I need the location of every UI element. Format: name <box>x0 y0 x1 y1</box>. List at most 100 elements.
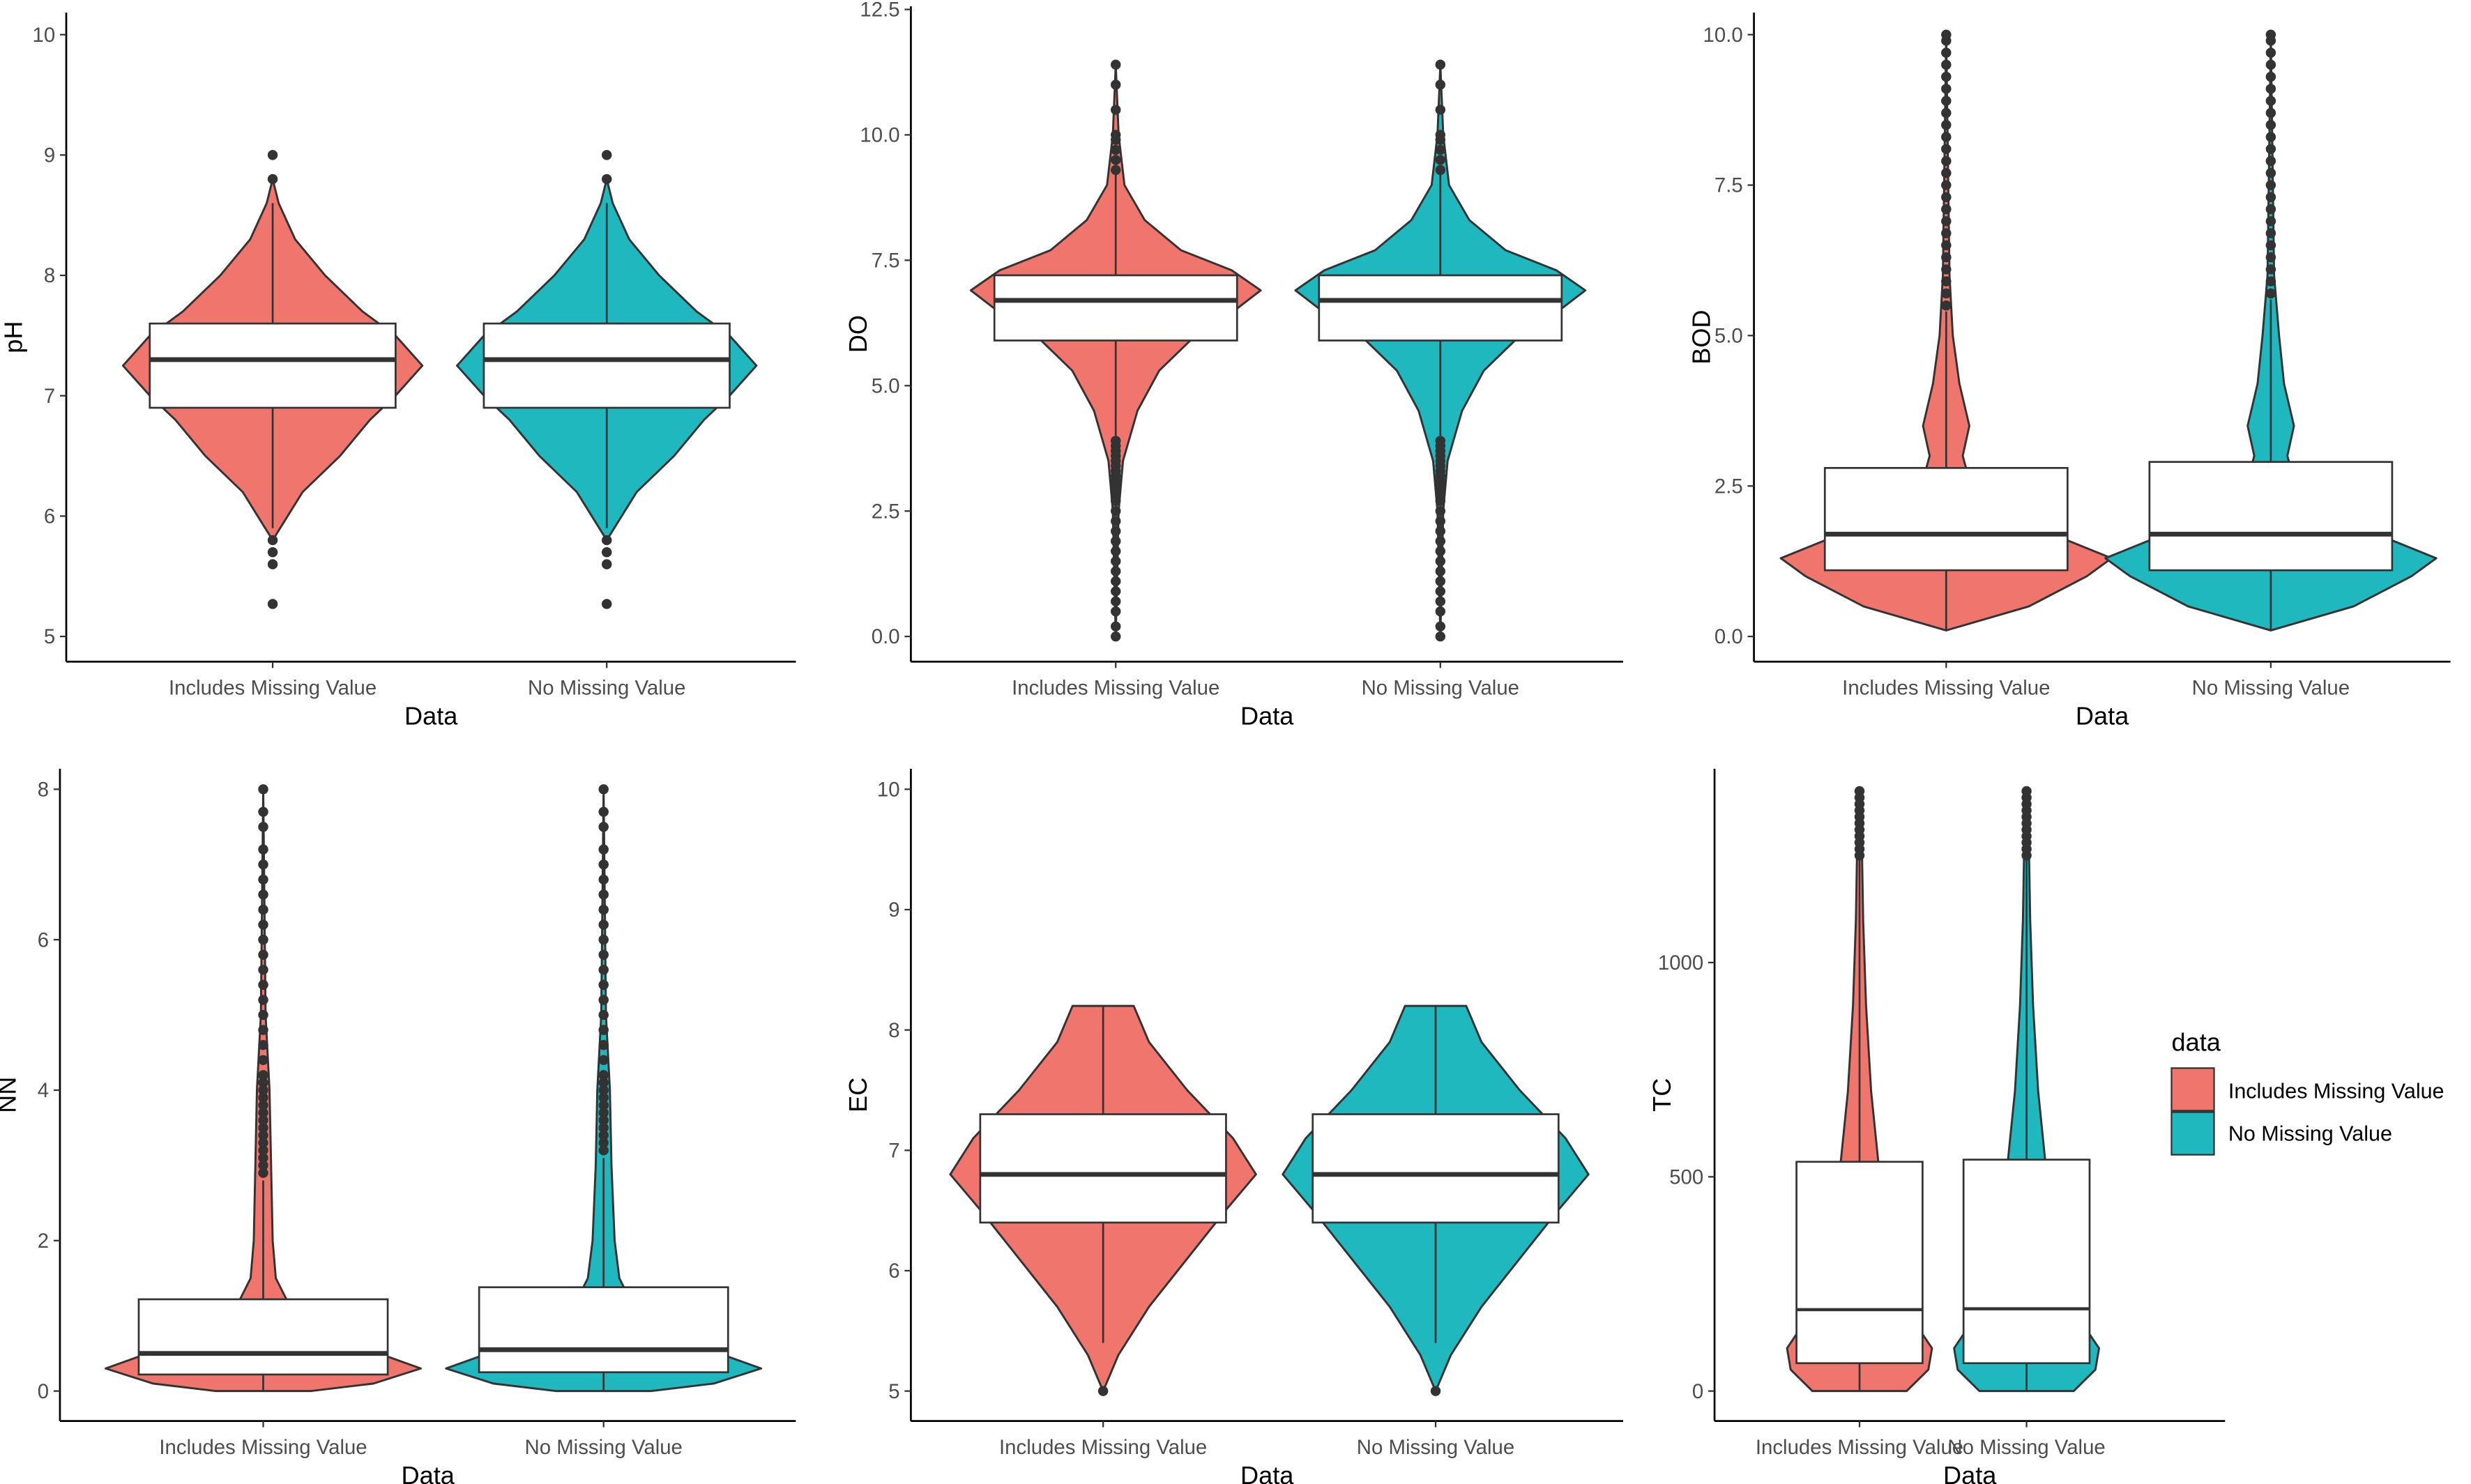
y-tick-label: 7 <box>888 1139 899 1162</box>
outlier-point <box>2265 71 2276 82</box>
x-tick-label: Includes Missing Value <box>1756 1436 1963 1459</box>
panel-bod: 0.0 2.5 5.0 7.5 10.0 BOD Data Includes Missing … <box>1687 13 2451 730</box>
outlier-point <box>1435 596 1446 606</box>
outlier-point <box>2265 252 2276 263</box>
outlier-point <box>258 1160 268 1171</box>
outlier-point <box>258 844 268 855</box>
outlier-point <box>598 889 609 900</box>
box-iqr <box>482 322 731 409</box>
outlier-point <box>2265 288 2276 299</box>
outlier-point <box>258 919 268 930</box>
outlier-point <box>598 904 609 915</box>
outlier-point <box>601 174 612 185</box>
outlier-point <box>598 784 609 795</box>
outlier-point <box>2021 786 2032 797</box>
y-tick-label: 8 <box>38 778 49 801</box>
y-axis-title: TC <box>1648 1078 1676 1112</box>
outlier-point <box>1435 606 1446 617</box>
outlier-point <box>1111 586 1121 597</box>
y-axis-title: BOD <box>1687 309 1715 364</box>
y-tick-label: 2.5 <box>872 500 900 523</box>
panel-ec: 5 6 7 8 9 10 EC Data Includes Missing Value No Mi… <box>844 768 1623 1484</box>
outlier-point <box>598 1122 609 1133</box>
outlier-point <box>1111 79 1121 90</box>
outlier-point <box>2265 240 2276 251</box>
outlier-point <box>1435 546 1446 556</box>
outlier-point <box>1941 29 1952 40</box>
outlier-point <box>598 1130 609 1140</box>
outlier-point <box>2265 276 2276 286</box>
series-no-missing <box>1294 59 1587 642</box>
outlier-point <box>2265 192 2276 203</box>
y-tick-label: 10 <box>877 778 900 801</box>
outlier-point <box>598 806 609 817</box>
box-iqr <box>149 322 397 409</box>
outlier-point <box>1111 155 1121 165</box>
outlier-point <box>1941 84 1952 94</box>
outlier-point <box>258 1145 268 1156</box>
x-tick-label: No Missing Value <box>1357 1436 1514 1459</box>
outlier-point <box>258 874 268 885</box>
outlier-point <box>598 1077 609 1088</box>
outlier-point <box>1941 132 1952 142</box>
x-tick-label: No Missing Value <box>1362 677 1519 700</box>
y-tick-label: 8 <box>888 1019 899 1042</box>
y-tick-label: 10 <box>33 24 56 47</box>
outlier-point <box>598 1085 609 1096</box>
outlier-point <box>1435 631 1446 642</box>
box-iqr <box>2148 461 2394 572</box>
outlier-point <box>258 979 268 990</box>
outlier-point <box>258 1122 268 1133</box>
outlier-point <box>598 949 609 960</box>
outlier-point <box>1435 586 1446 597</box>
outlier-point <box>2265 107 2276 118</box>
outlier-point <box>1941 204 1952 215</box>
outlier-point <box>258 1130 268 1140</box>
outlier-point <box>1435 155 1446 165</box>
outlier-point <box>258 1138 268 1148</box>
outlier-point <box>258 1100 268 1110</box>
y-tick-label: 5.0 <box>872 374 900 397</box>
x-tick-label: No Missing Value <box>525 1436 683 1459</box>
outlier-point <box>1435 576 1446 587</box>
outlier-point <box>598 1055 609 1066</box>
x-tick-label: No Missing Value <box>1947 1436 2105 1459</box>
outlier-point <box>1435 436 1446 446</box>
outlier-point <box>258 1085 268 1096</box>
outlier-point <box>1941 276 1952 286</box>
box-iqr <box>993 274 1238 342</box>
y-tick-label: 6 <box>888 1260 899 1283</box>
outlier-point <box>258 934 268 945</box>
panel-nn: 0 2 4 6 8 NN Data Includes Missing Value No Miss… <box>0 768 796 1484</box>
outlier-point <box>258 1168 268 1178</box>
outlier-point <box>267 150 278 160</box>
series-includes-missing <box>105 784 423 1393</box>
legend-label-no-missing: No Missing Value <box>2228 1122 2392 1145</box>
outlier-point <box>1941 180 1952 190</box>
outlier-point <box>1854 786 1865 797</box>
outlier-point <box>1435 79 1446 90</box>
outlier-point <box>1941 252 1952 263</box>
outlier-point <box>1941 144 1952 154</box>
outlier-point <box>601 559 612 569</box>
outlier-point <box>598 1070 609 1080</box>
legend-swatch-no-missing <box>2170 1111 2215 1156</box>
outlier-point <box>1111 105 1121 115</box>
y-tick-label: 6 <box>38 928 49 951</box>
outlier-point <box>1435 536 1446 546</box>
y-tick-label: 7.5 <box>872 250 900 273</box>
y-tick-label: 5.0 <box>1715 325 1743 348</box>
outlier-point <box>1941 59 1952 70</box>
y-tick-label: 5 <box>44 625 55 648</box>
series-no-missing <box>2104 29 2438 632</box>
outlier-point <box>258 889 268 900</box>
x-axis-title: Data <box>402 1461 455 1484</box>
y-tick-label: 1000 <box>1658 951 1703 974</box>
outlier-point <box>1111 596 1121 606</box>
outlier-point <box>1111 566 1121 576</box>
outlier-point <box>258 1070 268 1080</box>
legend: data Includes Missing Value No Missing V… <box>2170 1027 2445 1156</box>
y-tick-label: 7.5 <box>1715 174 1743 197</box>
